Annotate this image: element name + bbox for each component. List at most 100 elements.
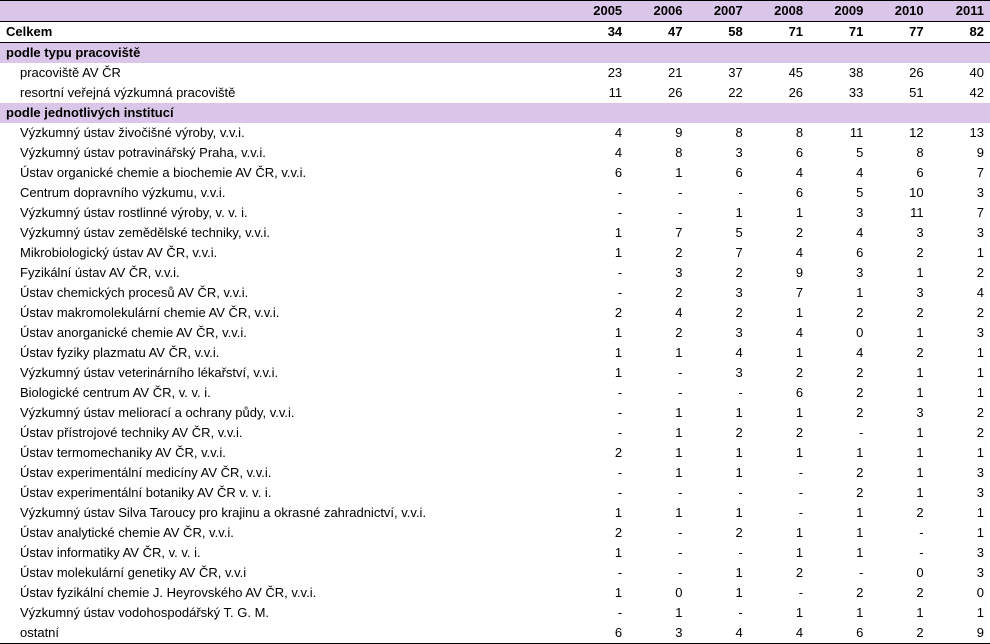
- row-label: Výzkumný ústav meliorací a ochrany půdy,…: [0, 403, 568, 423]
- row-value: 1: [749, 403, 809, 423]
- row-value: 7: [749, 283, 809, 303]
- table-row: ostatní6344629: [0, 623, 990, 644]
- row-value: 1: [749, 603, 809, 623]
- row-value: 2: [809, 463, 869, 483]
- table-row: Ústav informatiky AV ČR, v. v. i.1--11-3: [0, 543, 990, 563]
- row-value: 1: [628, 403, 688, 423]
- row-value: 3: [930, 183, 990, 203]
- row-value: 6: [749, 183, 809, 203]
- header-row: 2005200620072008200920102011: [0, 1, 990, 22]
- year-header: 2007: [688, 1, 748, 22]
- table-row: Mikrobiologický ústav AV ČR, v.v.i.12746…: [0, 243, 990, 263]
- row-value: 7: [688, 243, 748, 263]
- total-label: Celkem: [0, 22, 568, 43]
- row-label: Centrum dopravního výzkumu, v.v.i.: [0, 183, 568, 203]
- row-value: 1: [688, 203, 748, 223]
- row-value: 1: [930, 383, 990, 403]
- row-value: -: [749, 583, 809, 603]
- row-label: Ústav informatiky AV ČR, v. v. i.: [0, 543, 568, 563]
- row-value: 6: [568, 163, 628, 183]
- row-value: 9: [749, 263, 809, 283]
- table-row: Výzkumný ústav veterinárního lékařství, …: [0, 363, 990, 383]
- row-value: 3: [869, 283, 929, 303]
- row-label: Ústav analytické chemie AV ČR, v.v.i.: [0, 523, 568, 543]
- row-value: -: [568, 463, 628, 483]
- row-value: 51: [869, 83, 929, 103]
- row-value: 2: [809, 383, 869, 403]
- table-row: Ústav termomechaniky AV ČR, v.v.i.211111…: [0, 443, 990, 463]
- row-value: 42: [930, 83, 990, 103]
- row-label: Ústav molekulární genetiky AV ČR, v.v.i: [0, 563, 568, 583]
- table-row: Ústav organické chemie a biochemie AV ČR…: [0, 163, 990, 183]
- row-label: Ústav fyzikální chemie J. Heyrovského AV…: [0, 583, 568, 603]
- row-label: Ústav organické chemie a biochemie AV ČR…: [0, 163, 568, 183]
- row-value: 2: [930, 423, 990, 443]
- row-value: 3: [930, 223, 990, 243]
- row-value: 23: [568, 63, 628, 83]
- table-row: Ústav chemických procesů AV ČR, v.v.i.-2…: [0, 283, 990, 303]
- row-value: 38: [809, 63, 869, 83]
- row-label: Mikrobiologický ústav AV ČR, v.v.i.: [0, 243, 568, 263]
- row-value: -: [568, 283, 628, 303]
- table-row: Výzkumný ústav živočišné výroby, v.v.i.4…: [0, 123, 990, 143]
- row-value: 2: [628, 243, 688, 263]
- row-value: 1: [568, 583, 628, 603]
- row-value: -: [568, 183, 628, 203]
- row-value: 8: [628, 143, 688, 163]
- row-value: 1: [869, 603, 929, 623]
- row-value: 1: [628, 423, 688, 443]
- table-row: Ústav experimentální medicíny AV ČR, v.v…: [0, 463, 990, 483]
- row-label: Fyzikální ústav AV ČR, v.v.i.: [0, 263, 568, 283]
- total-value: 82: [930, 22, 990, 43]
- row-value: -: [749, 483, 809, 503]
- row-value: 4: [749, 163, 809, 183]
- row-value: -: [568, 203, 628, 223]
- table-row: Fyzikální ústav AV ČR, v.v.i.-329312: [0, 263, 990, 283]
- row-value: -: [749, 503, 809, 523]
- row-value: 1: [628, 603, 688, 623]
- row-value: 2: [568, 303, 628, 323]
- row-value: 2: [688, 303, 748, 323]
- row-value: 2: [749, 563, 809, 583]
- row-value: 2: [688, 523, 748, 543]
- table-row: Výzkumný ústav zemědělské techniky, v.v.…: [0, 223, 990, 243]
- row-value: 2: [809, 583, 869, 603]
- row-value: -: [688, 183, 748, 203]
- row-value: 6: [809, 243, 869, 263]
- row-value: 2: [749, 423, 809, 443]
- table-row: Ústav molekulární genetiky AV ČR, v.v.i -…: [0, 563, 990, 583]
- row-value: 1: [688, 583, 748, 603]
- row-value: 2: [628, 283, 688, 303]
- row-label: Výzkumný ústav veterinárního lékařství, …: [0, 363, 568, 383]
- row-value: -: [628, 563, 688, 583]
- row-value: 1: [809, 523, 869, 543]
- table-row: pracoviště AV ČR23213745382640: [0, 63, 990, 83]
- row-value: 3: [809, 203, 869, 223]
- row-value: 1: [869, 423, 929, 443]
- row-value: 2: [869, 243, 929, 263]
- row-value: 1: [869, 463, 929, 483]
- row-value: 2: [688, 423, 748, 443]
- row-value: 3: [809, 263, 869, 283]
- row-value: 1: [749, 443, 809, 463]
- data-table: 2005200620072008200920102011Celkem344758…: [0, 0, 990, 644]
- row-value: 1: [628, 343, 688, 363]
- row-value: 1: [568, 503, 628, 523]
- row-label: Výzkumný ústav zemědělské techniky, v.v.…: [0, 223, 568, 243]
- row-value: 4: [688, 343, 748, 363]
- row-value: 1: [688, 503, 748, 523]
- row-value: 1: [568, 223, 628, 243]
- table-row: Výzkumný ústav potravinářský Praha, v.v.…: [0, 143, 990, 163]
- row-value: 1: [930, 503, 990, 523]
- row-value: 0: [869, 563, 929, 583]
- row-value: 1: [568, 363, 628, 383]
- row-label: Výzkumný ústav potravinářský Praha, v.v.…: [0, 143, 568, 163]
- total-row: Celkem34475871717782: [0, 22, 990, 43]
- row-value: 6: [568, 623, 628, 644]
- row-value: -: [869, 523, 929, 543]
- total-value: 34: [568, 22, 628, 43]
- row-value: 40: [930, 63, 990, 83]
- row-label: resortní veřejná výzkumná pracoviště: [0, 83, 568, 103]
- row-value: 3: [628, 263, 688, 283]
- row-value: 1: [809, 603, 869, 623]
